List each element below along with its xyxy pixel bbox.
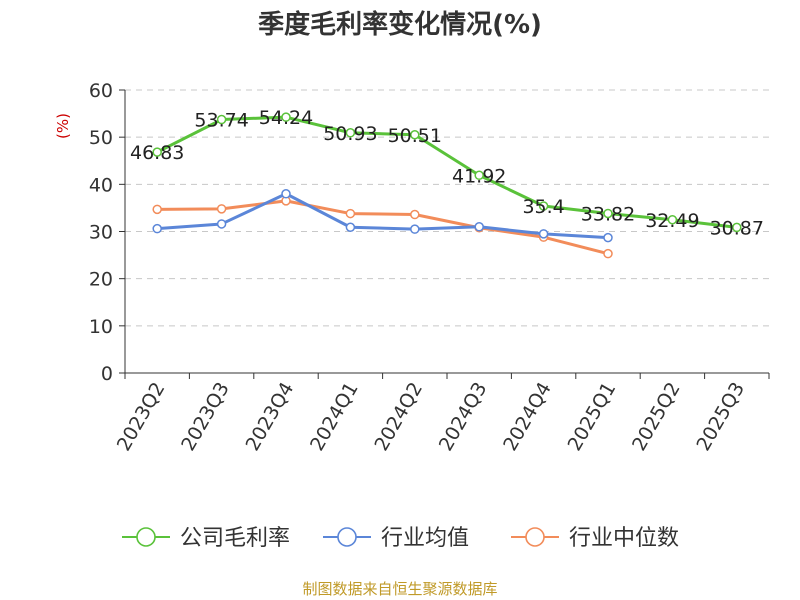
legend-label: 公司毛利率 xyxy=(180,526,290,551)
y-tick-label: 40 xyxy=(89,174,113,196)
legend-marker xyxy=(337,527,357,547)
data-point xyxy=(667,215,678,225)
y-tick-label: 30 xyxy=(89,222,113,244)
y-tick-label: 10 xyxy=(89,316,113,338)
x-tick-label: 2024Q4 xyxy=(499,379,556,455)
data-point xyxy=(410,209,420,220)
source-note: 制图数据来自恒生聚源数据库 xyxy=(302,580,497,598)
data-label: 46.83 xyxy=(130,142,184,164)
x-tick-label: 2024Q2 xyxy=(370,379,427,455)
data-point xyxy=(216,204,227,214)
data-point xyxy=(410,224,420,234)
y-tick-label: 0 xyxy=(101,363,113,385)
legend-item[interactable]: 行业均值 xyxy=(323,526,469,551)
data-label: 50.93 xyxy=(323,123,377,145)
data-labels: 46.83 53.74 54.24 50.93 50.51 41.92 35.4 33.82 3… xyxy=(130,107,764,239)
x-tick-label: 2023Q2 xyxy=(113,379,170,455)
data-point xyxy=(216,114,227,125)
data-point xyxy=(281,189,291,199)
legend-label: 行业均值 xyxy=(381,526,469,551)
data-point xyxy=(732,222,742,233)
data-label: 50.51 xyxy=(388,125,442,147)
data-label: 33.82 xyxy=(581,203,635,225)
data-point xyxy=(603,248,613,259)
grid-lines xyxy=(125,89,769,327)
x-tick-label: 2024Q1 xyxy=(306,379,363,455)
data-point xyxy=(410,130,420,140)
data-label: 53.74 xyxy=(194,110,248,132)
legend-marker xyxy=(136,527,156,547)
legend-label: 行业中位数 xyxy=(569,526,679,551)
legend-item[interactable]: 公司毛利率 xyxy=(122,526,290,551)
data-label: 35.4 xyxy=(522,196,564,218)
legend: 公司毛利率 行业均值 行业中位数 xyxy=(122,526,679,551)
chart-title: 季度毛利率变化情况(%) xyxy=(258,9,542,40)
data-point xyxy=(345,222,356,233)
x-tick-label: 2025Q3 xyxy=(692,379,749,455)
data-point xyxy=(152,223,162,234)
data-point xyxy=(152,147,162,157)
legend-marker xyxy=(525,527,545,547)
x-tick-label: 2023Q4 xyxy=(242,379,299,455)
data-label: 30.87 xyxy=(710,217,764,239)
data-label: 54.24 xyxy=(259,107,313,129)
x-tick-label: 2025Q1 xyxy=(564,379,621,455)
data-label: 41.92 xyxy=(452,165,506,187)
data-point xyxy=(603,232,613,243)
data-point xyxy=(538,201,549,211)
data-point xyxy=(603,208,613,219)
data-point xyxy=(474,222,484,232)
y-axis-label: (%) xyxy=(54,113,72,139)
series-line xyxy=(157,199,609,256)
data-label: 32.49 xyxy=(645,210,699,232)
data-point xyxy=(474,170,484,181)
y-tick-label: 20 xyxy=(89,269,113,291)
series-line xyxy=(157,192,609,240)
data-point xyxy=(345,128,356,138)
data-point xyxy=(345,208,356,219)
data-point xyxy=(538,229,549,239)
y-tick-label: 60 xyxy=(89,80,113,102)
x-tick-label: 2025Q2 xyxy=(628,379,685,455)
legend-item[interactable]: 行业中位数 xyxy=(511,526,679,551)
series-lines xyxy=(152,112,742,259)
data-point xyxy=(216,219,227,229)
data-point xyxy=(152,204,162,215)
series-line xyxy=(156,115,737,229)
x-tick-label: 2023Q3 xyxy=(177,379,234,455)
data-point xyxy=(281,112,291,122)
y-tick-label: 50 xyxy=(89,127,113,149)
x-tick-label: 2024Q3 xyxy=(435,379,492,455)
